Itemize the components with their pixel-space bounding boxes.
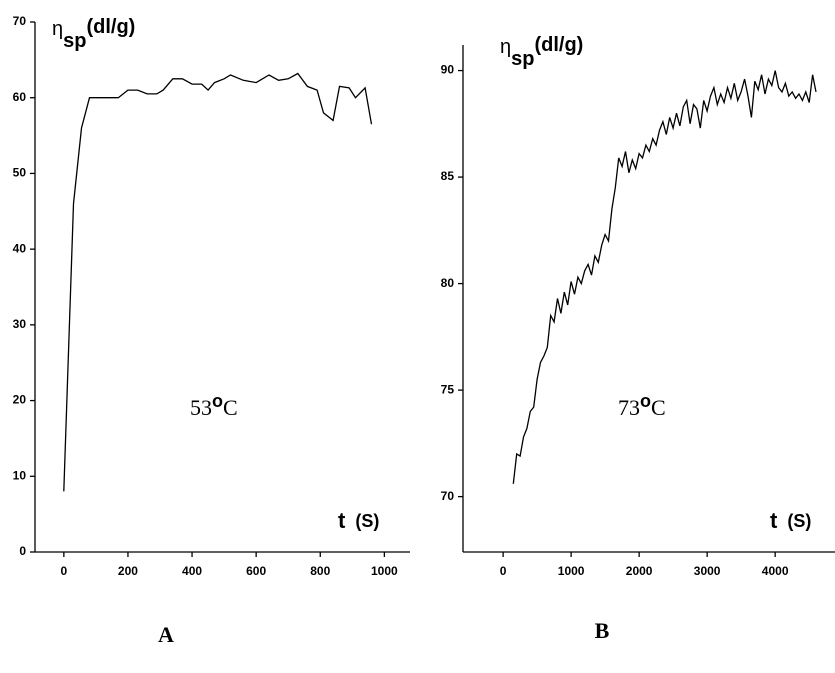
x-tick-label: 600	[246, 564, 266, 578]
x-axis-label: t (S)	[338, 508, 379, 533]
subscript: sp	[511, 48, 534, 70]
panel-label: B	[595, 618, 610, 643]
x-tick-label: 1000	[371, 564, 398, 578]
x-tick-label: 3000	[694, 564, 721, 578]
y-tick-label: 20	[13, 393, 27, 407]
y-tick-label: 70	[13, 14, 27, 28]
annotation: 73oC	[618, 391, 666, 420]
symbol: t	[338, 508, 346, 533]
x-axis-label: t (S)	[770, 508, 811, 533]
symbol: η	[52, 18, 63, 40]
y-axis-label: ηsp(dl/g)	[500, 34, 583, 70]
x-tick-label: 2000	[626, 564, 653, 578]
x-tick-label: 0	[500, 564, 507, 578]
unit: (dl/g)	[86, 16, 135, 38]
symbol: η	[500, 36, 511, 58]
subscript: sp	[63, 30, 86, 52]
x-tick-label: 4000	[762, 564, 789, 578]
y-tick-label: 10	[13, 468, 27, 482]
y-tick-label: 90	[441, 63, 455, 77]
value: 53	[190, 395, 212, 420]
data-line	[63, 72, 373, 492]
unit: C	[651, 395, 666, 420]
value: 73	[618, 395, 640, 420]
data-line	[512, 70, 817, 484]
y-axis-label: ηsp(dl/g)	[52, 16, 135, 52]
y-tick-label: 30	[13, 317, 27, 331]
y-tick-label: 85	[441, 169, 455, 183]
y-tick-label: 0	[19, 544, 26, 558]
y-tick-label: 40	[13, 241, 27, 255]
y-tick-label: 80	[441, 276, 455, 290]
superscript: o	[212, 391, 223, 411]
x-tick-label: 1000	[558, 564, 585, 578]
y-tick-label: 50	[13, 166, 27, 180]
unit: C	[223, 395, 238, 420]
annotation: 53oC	[190, 391, 238, 420]
unit: (S)	[355, 511, 379, 531]
x-tick-label: 200	[118, 564, 138, 578]
symbol: t	[770, 508, 778, 533]
superscript: o	[640, 391, 651, 411]
unit: (S)	[787, 511, 811, 531]
y-tick-label: 60	[13, 90, 27, 104]
x-tick-label: 0	[61, 564, 68, 578]
unit: (dl/g)	[534, 34, 583, 56]
y-tick-label: 75	[441, 382, 455, 396]
panel-label: A	[158, 622, 174, 647]
x-tick-label: 400	[182, 564, 202, 578]
y-tick-label: 70	[441, 489, 455, 503]
x-tick-label: 800	[310, 564, 330, 578]
